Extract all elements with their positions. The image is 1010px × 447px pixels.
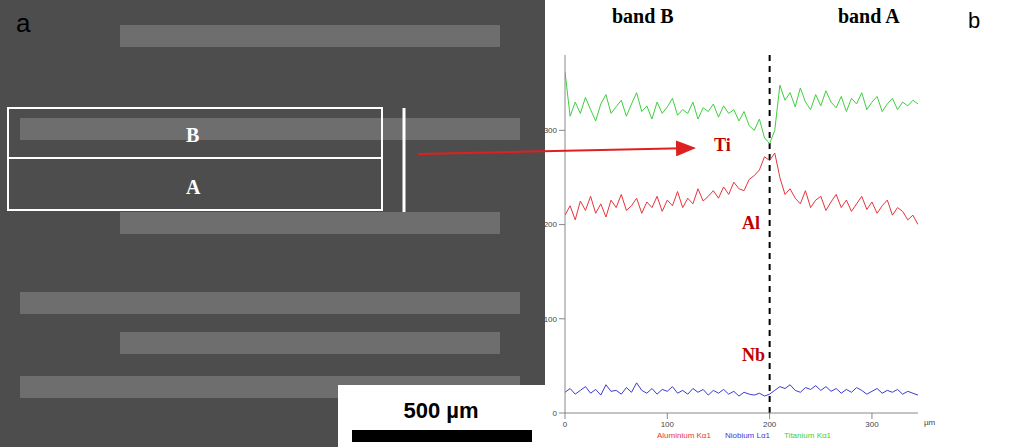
svg-text:B: B xyxy=(186,124,199,146)
html-text:Al: Al xyxy=(742,213,760,233)
html-text:band A: band A xyxy=(838,5,900,27)
html-text:Nb: Nb xyxy=(742,345,765,365)
svg-text:0: 0 xyxy=(563,420,568,429)
html-text:Ti: Ti xyxy=(714,135,731,155)
svg-text:100: 100 xyxy=(544,315,558,324)
svg-text:A: A xyxy=(186,176,201,198)
html-text:Aluminium Kα1: Aluminium Kα1 xyxy=(657,431,711,440)
svg-text:100: 100 xyxy=(661,420,675,429)
svg-text:200: 200 xyxy=(544,220,558,229)
html-text:Niobium Lα1: Niobium Lα1 xyxy=(724,431,770,440)
html-text:band B: band B xyxy=(612,5,674,27)
svg-text:300: 300 xyxy=(865,420,879,429)
svg-text:a: a xyxy=(16,8,31,38)
html-text:b: b xyxy=(968,8,981,33)
svg-text:0: 0 xyxy=(553,409,558,418)
html-text:Titanium Kα1: Titanium Kα1 xyxy=(784,431,831,440)
svg-text:µm: µm xyxy=(924,418,936,427)
svg-text:200: 200 xyxy=(763,420,777,429)
svg-text:500 µm: 500 µm xyxy=(403,398,478,423)
svg-text:300: 300 xyxy=(544,126,558,135)
